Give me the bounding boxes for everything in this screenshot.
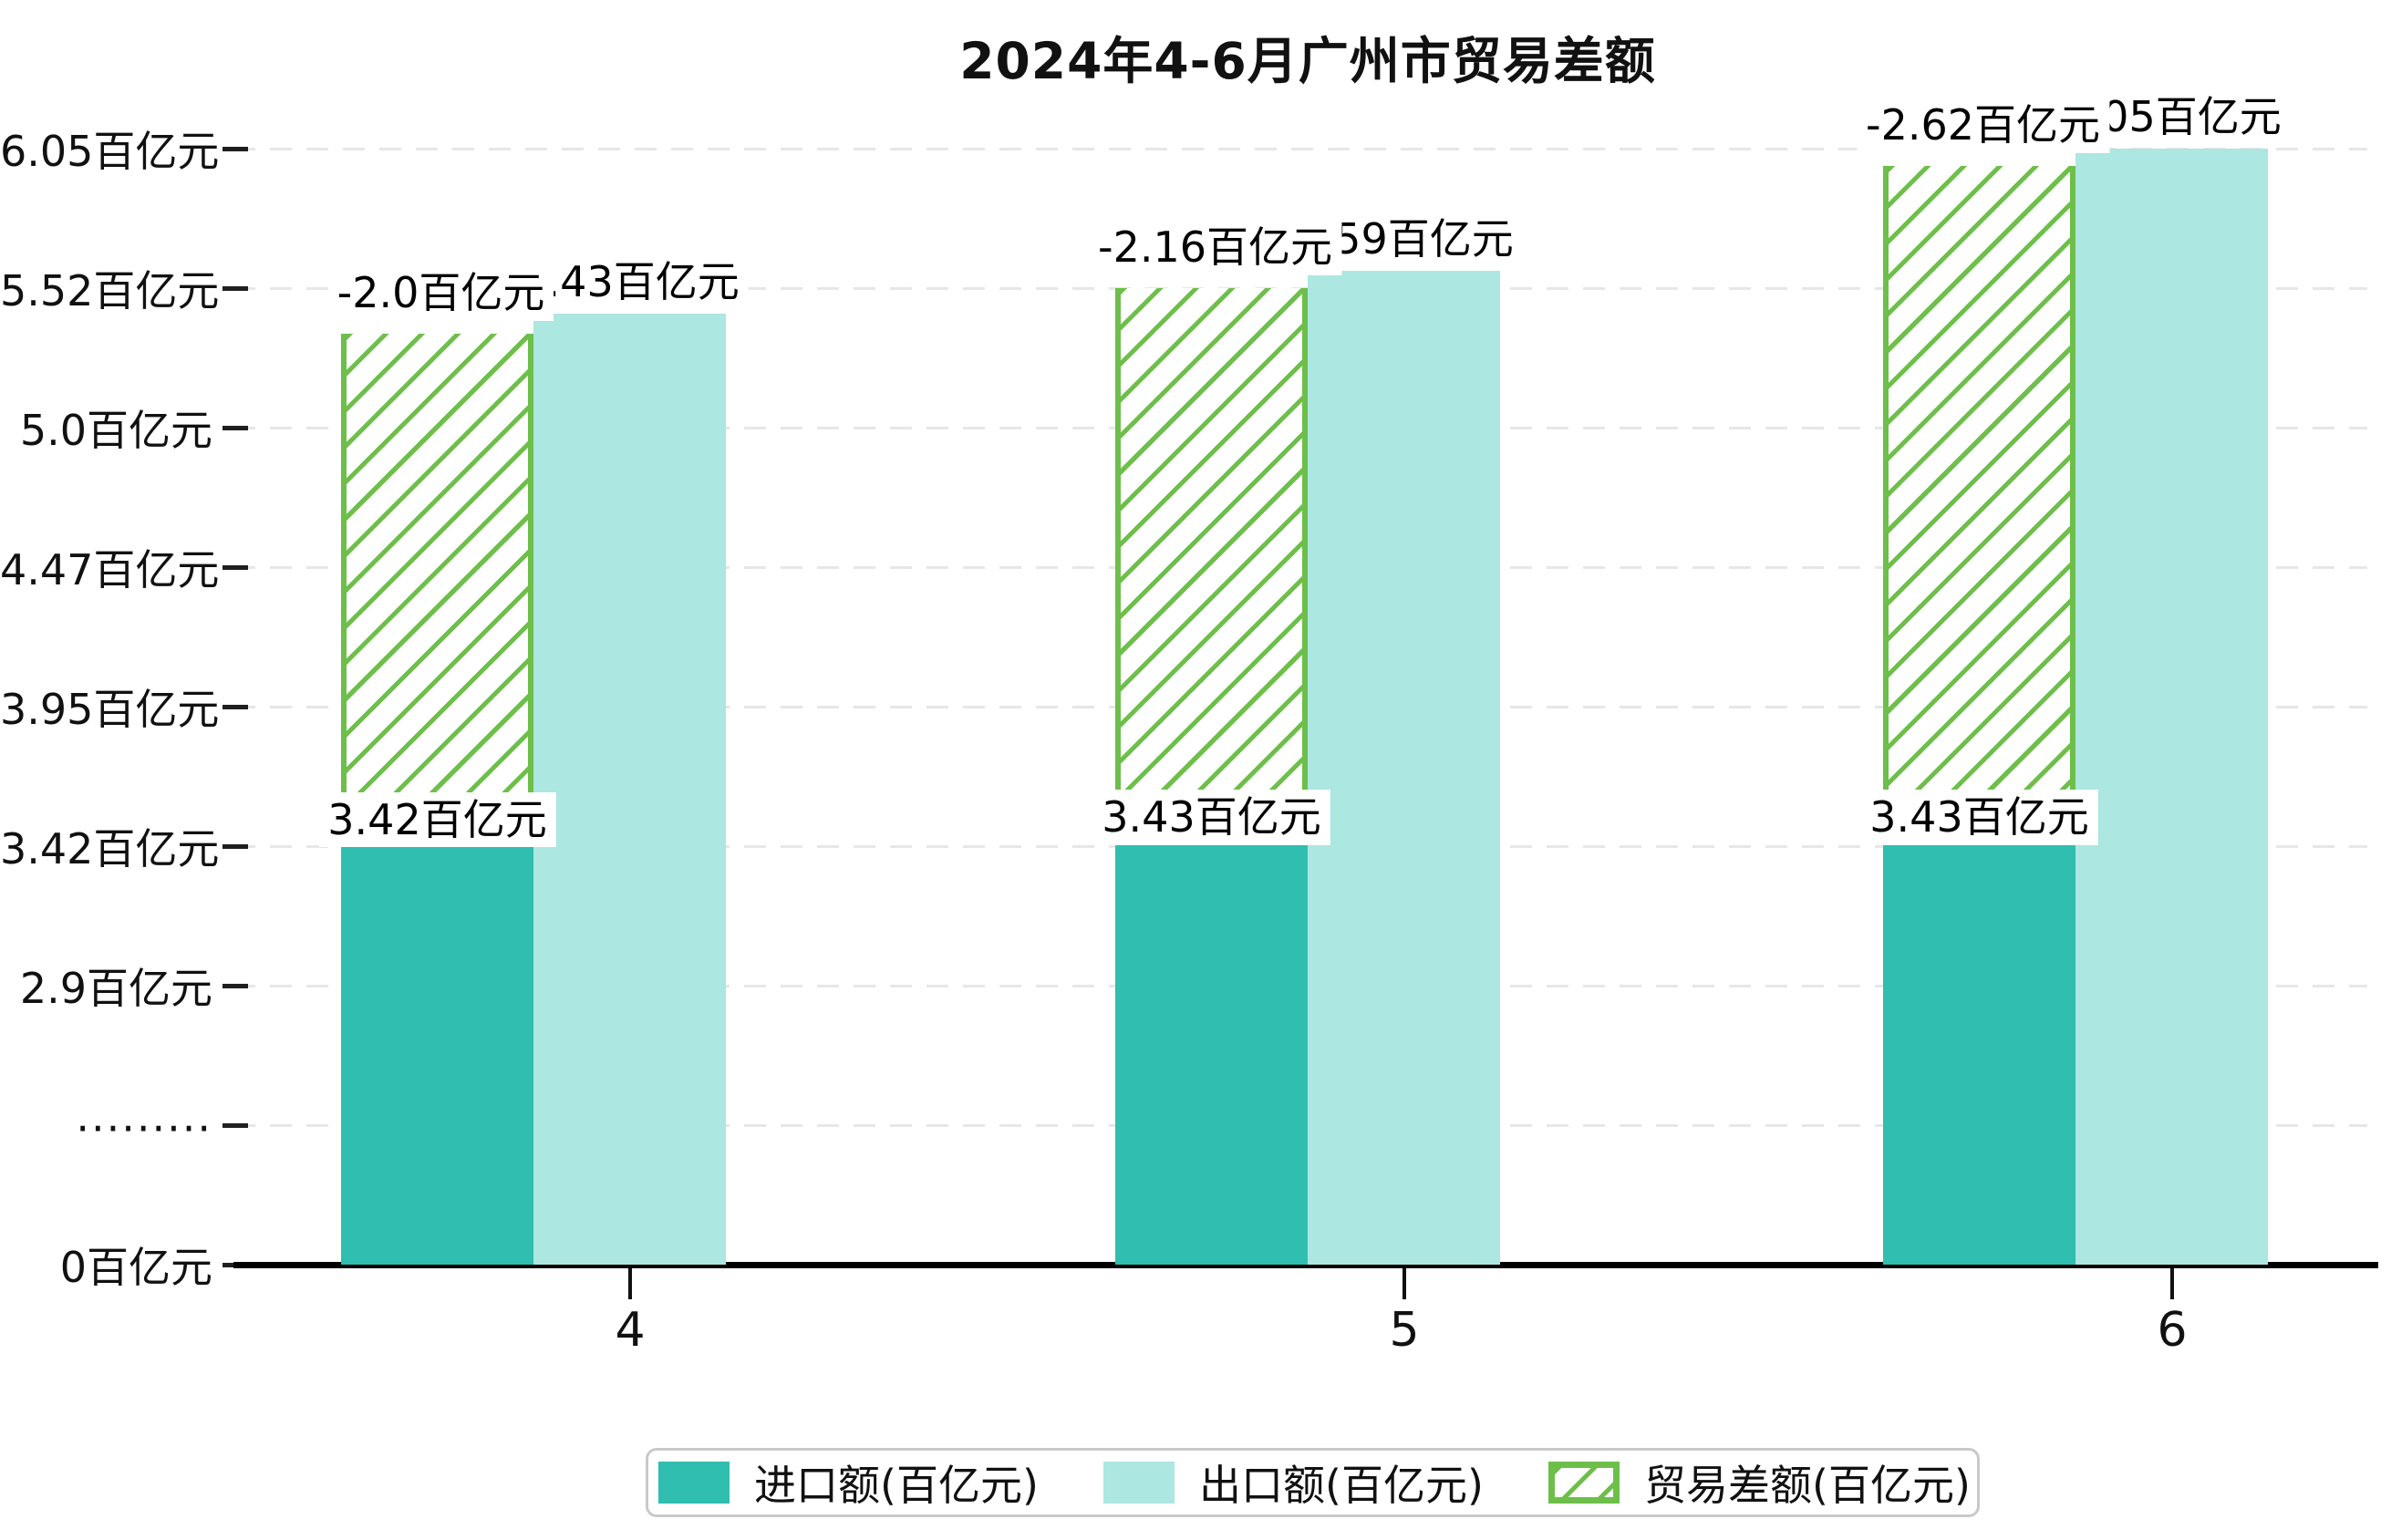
- legend-item-export: 出口额(百亿元): [1103, 1451, 1484, 1514]
- y-tick-label: 4.47百亿元: [0, 545, 220, 594]
- balance-value-label: -2.62百亿元: [1856, 98, 2110, 153]
- import-legend-swatch: [658, 1462, 730, 1504]
- gridline: [233, 148, 2367, 150]
- import-bar: [1115, 844, 1308, 1265]
- import-value-label: 3.43百亿元: [1860, 789, 2098, 845]
- x-axis-line: [233, 1262, 2378, 1268]
- y-tick-mark: [223, 1123, 248, 1128]
- y-tick-mark: [223, 984, 248, 988]
- import-value-label: 3.42百亿元: [318, 791, 556, 848]
- import-value-label: 3.43百亿元: [1092, 789, 1330, 845]
- import-bar: [1883, 844, 2075, 1265]
- export-bar: [1308, 271, 1500, 1265]
- legend: 进口额(百亿元) 出口额(百亿元) 贸易差额(百亿元): [646, 1448, 1980, 1517]
- x-tick-label: 4: [615, 1303, 646, 1358]
- legend-label-import: 进口额(百亿元): [754, 1461, 1039, 1510]
- export-legend-swatch: [1103, 1462, 1175, 1504]
- import-bar: [341, 847, 533, 1265]
- y-tick-label: .........: [76, 1091, 212, 1142]
- legend-label-balance: 贸易差额(百亿元): [1644, 1461, 1971, 1510]
- legend-item-balance: 贸易差额(百亿元): [1548, 1451, 1971, 1514]
- legend-label-export: 出口额(百亿元): [1199, 1461, 1484, 1510]
- y-tick-label: 3.42百亿元: [0, 824, 220, 873]
- y-tick-mark: [223, 705, 248, 709]
- y-tick-label: 5.0百亿元: [19, 406, 212, 455]
- balance-value-label: -2.16百亿元: [1088, 220, 1342, 276]
- x-tick-mark: [2170, 1268, 2174, 1299]
- y-tick-label: 6.05百亿元: [0, 127, 220, 176]
- y-tick-label: 3.95百亿元: [0, 685, 220, 734]
- x-tick-mark: [1403, 1268, 1406, 1299]
- x-tick-mark: [628, 1268, 632, 1299]
- y-tick-mark: [223, 426, 248, 430]
- y-tick-mark: [223, 286, 248, 291]
- export-bar: [533, 313, 726, 1265]
- y-tick-mark: [223, 844, 248, 849]
- y-tick-mark: [223, 147, 248, 151]
- y-tick-label: 5.52百亿元: [0, 266, 220, 315]
- y-tick-label: 0百亿元: [59, 1243, 212, 1292]
- balance-value-label: -2.0百亿元: [327, 264, 554, 321]
- x-tick-label: 5: [1389, 1303, 1420, 1358]
- legend-item-import: 进口额(百亿元): [658, 1451, 1039, 1514]
- export-value-label: 5.43百亿元: [511, 253, 749, 310]
- x-tick-label: 6: [2157, 1303, 2188, 1358]
- chart-title: 2024年4-6月广州市贸易差额: [959, 32, 1656, 90]
- y-tick-label: 2.9百亿元: [19, 964, 212, 1013]
- balance-legend-swatch: [1548, 1462, 1620, 1504]
- export-bar: [2075, 149, 2268, 1265]
- y-tick-mark: [223, 565, 248, 570]
